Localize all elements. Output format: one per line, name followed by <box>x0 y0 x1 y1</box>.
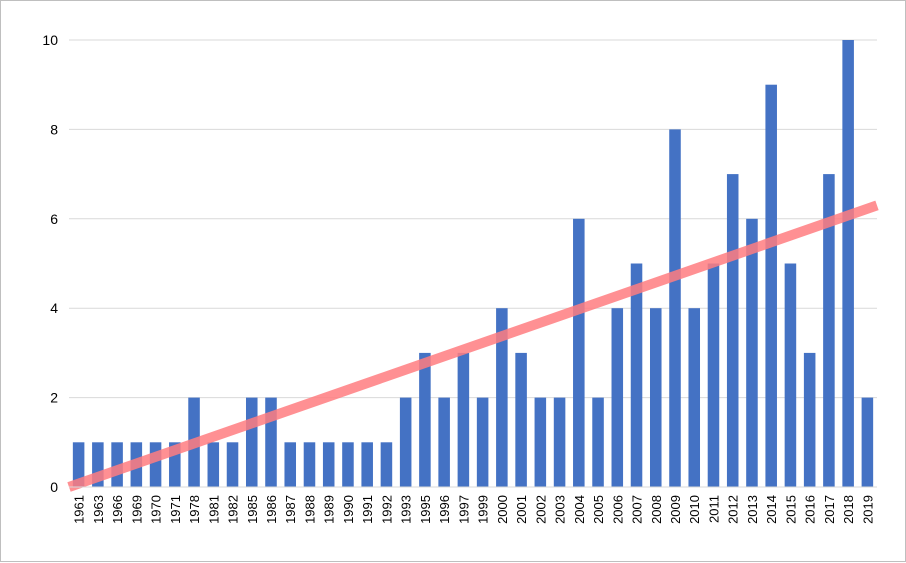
bar-1987 <box>284 442 297 487</box>
bar-1963 <box>92 442 104 487</box>
x-category-label-2002: 2002 <box>533 495 548 524</box>
bar-1996 <box>438 397 450 487</box>
bar-2005 <box>592 397 604 487</box>
x-category-label-2009: 2009 <box>668 495 683 524</box>
x-category-label-2006: 2006 <box>610 495 625 524</box>
bar-2006 <box>611 308 624 487</box>
bar-2007 <box>630 263 643 487</box>
y-axis-ticks: 0 2 4 6 8 10 <box>42 32 58 495</box>
x-category-label-2012: 2012 <box>726 495 741 524</box>
y-tick-label-8: 8 <box>50 121 58 137</box>
bar-2015 <box>784 263 797 487</box>
bar-1989 <box>322 442 335 487</box>
bar-2003 <box>553 397 566 487</box>
x-category-label-1978: 1978 <box>187 495 202 524</box>
x-category-label-1996: 1996 <box>437 495 452 524</box>
x-category-label-1993: 1993 <box>399 495 414 524</box>
x-category-label-1981: 1981 <box>206 495 221 524</box>
x-category-label-2008: 2008 <box>649 495 664 524</box>
bar-2017 <box>823 174 835 487</box>
y-tick-label-4: 4 <box>50 300 58 316</box>
bar-2000 <box>496 308 508 487</box>
x-category-label-2010: 2010 <box>687 495 702 524</box>
x-category-label-1966: 1966 <box>110 495 125 524</box>
x-category-label-1997: 1997 <box>456 495 471 524</box>
bar-1992 <box>380 442 393 487</box>
bar-1988 <box>303 442 316 487</box>
trendline-layer <box>67 200 879 492</box>
bar-1966 <box>111 442 123 487</box>
y-tick-label-2: 2 <box>50 390 58 406</box>
y-tick-label-6: 6 <box>50 211 58 227</box>
bar-series <box>72 40 874 488</box>
x-category-label-1961: 1961 <box>72 495 87 524</box>
x-category-label-2003: 2003 <box>553 495 568 524</box>
bar-1961 <box>72 442 85 487</box>
x-axis-categories: 1961 1963 1966 1969 1970 1971 1978 1981 1982 1985… <box>72 495 876 524</box>
x-category-label-2018: 2018 <box>841 495 856 524</box>
bar-2011 <box>707 263 720 487</box>
bar-2009 <box>669 129 681 487</box>
x-category-label-1992: 1992 <box>379 495 394 524</box>
x-category-label-2004: 2004 <box>572 495 587 524</box>
bar-2002 <box>534 397 547 487</box>
bar-1997 <box>457 352 470 487</box>
bar-1999 <box>476 397 489 487</box>
bar-1991 <box>361 442 373 487</box>
x-category-label-2007: 2007 <box>630 495 645 524</box>
x-category-label-1971: 1971 <box>168 495 183 524</box>
x-category-label-1982: 1982 <box>226 495 241 524</box>
x-category-label-1989: 1989 <box>322 495 337 524</box>
x-category-label-2019: 2019 <box>860 495 875 524</box>
bar-2008 <box>649 308 662 487</box>
x-category-label-2014: 2014 <box>764 495 779 524</box>
y-tick-label-10: 10 <box>42 32 58 48</box>
y-tick-label-0: 0 <box>50 479 58 495</box>
bar-2012 <box>726 174 739 487</box>
bar-2001 <box>515 352 527 487</box>
bar-2019 <box>861 397 874 487</box>
x-category-label-2015: 2015 <box>783 495 798 524</box>
x-category-label-1963: 1963 <box>91 495 106 524</box>
bar-1981 <box>207 442 220 487</box>
x-category-label-1987: 1987 <box>283 495 298 524</box>
bar-1970 <box>149 442 162 487</box>
bar-2004 <box>573 218 585 488</box>
trendline <box>67 200 879 492</box>
x-category-label-1986: 1986 <box>264 495 279 524</box>
bar-2010 <box>688 308 701 487</box>
grid-layer <box>69 39 877 399</box>
x-category-label-2005: 2005 <box>591 495 606 524</box>
bar-2018 <box>842 40 854 487</box>
x-category-label-1995: 1995 <box>418 495 433 524</box>
bar-1982 <box>226 442 239 487</box>
x-category-label-1991: 1991 <box>360 495 375 524</box>
x-category-label-2013: 2013 <box>745 495 760 524</box>
x-category-label-1985: 1985 <box>245 495 260 524</box>
x-category-label-1999: 1999 <box>476 495 491 524</box>
bar-1995 <box>419 352 431 487</box>
x-category-label-2001: 2001 <box>514 495 529 524</box>
x-category-label-2011: 2011 <box>706 495 721 523</box>
bar-2016 <box>803 352 816 487</box>
bar-1986 <box>265 397 277 487</box>
x-category-label-2016: 2016 <box>803 495 818 524</box>
x-category-label-2017: 2017 <box>822 495 837 524</box>
x-category-label-1969: 1969 <box>129 495 144 524</box>
bar-1993 <box>399 397 412 487</box>
bar-1985 <box>245 397 258 487</box>
bar-1990 <box>342 442 354 487</box>
x-category-label-1988: 1988 <box>302 495 317 524</box>
x-category-label-2000: 2000 <box>495 495 510 524</box>
bar-2013 <box>746 218 758 488</box>
bar-2014 <box>765 84 777 487</box>
bar-1971 <box>169 442 181 487</box>
x-category-label-1990: 1990 <box>341 495 356 524</box>
x-category-label-1970: 1970 <box>149 495 164 524</box>
